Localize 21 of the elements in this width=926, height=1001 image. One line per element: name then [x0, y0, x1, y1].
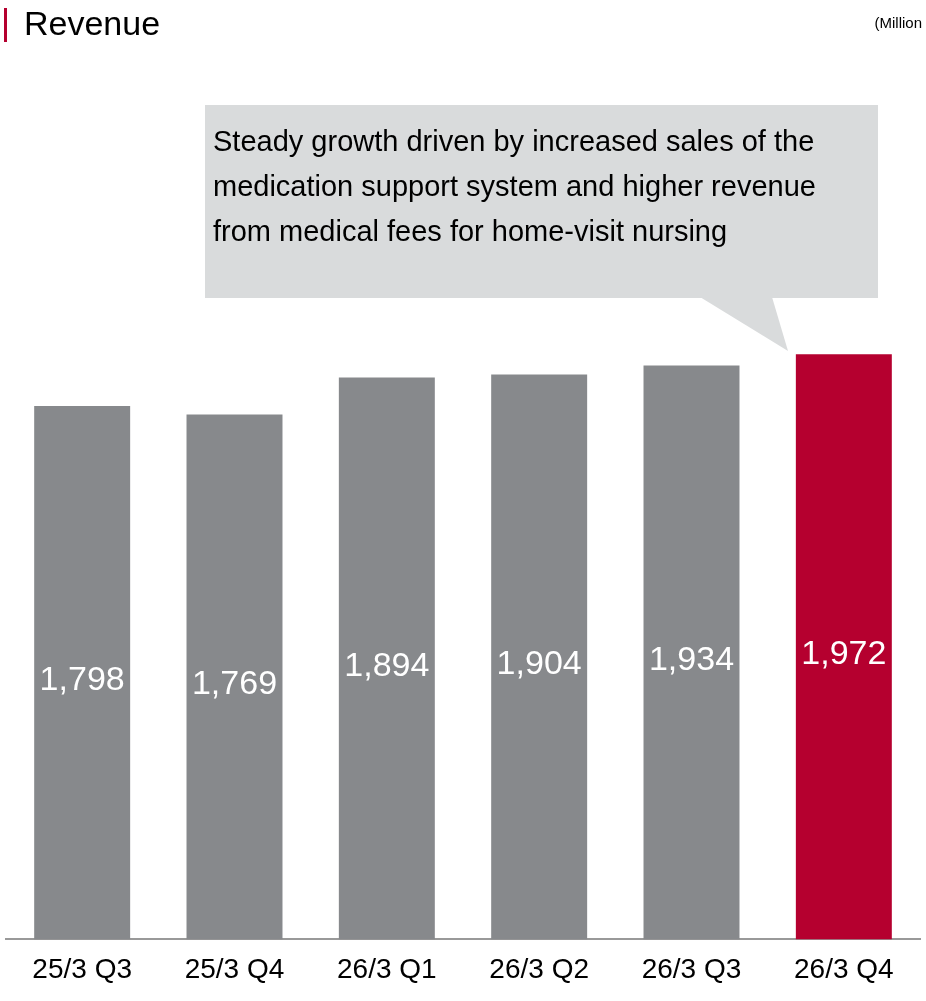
- x-tick-label: 26/3 Q1: [337, 952, 437, 984]
- data-label: 1,934: [648, 638, 735, 677]
- x-tick-label: 25/3 Q4: [184, 952, 285, 984]
- text: Steady growth driven by increased sales of the medication support system and higher revenue from medical fees for home-visit nursing: [205, 105, 878, 298]
- data-label: 1,798: [39, 659, 125, 698]
- data-label: 1,972: [801, 633, 887, 672]
- text: (Million: [874, 14, 922, 31]
- bar: [338, 377, 435, 940]
- data-label: 1,769: [191, 663, 278, 702]
- data-label: 1,904: [496, 643, 582, 682]
- x-tick-label: 26/3 Q3: [641, 952, 742, 984]
- bar: [491, 374, 588, 940]
- chart-title: Revenue: [24, 4, 161, 43]
- x-tick-label: 25/3 Q3: [32, 952, 132, 984]
- bar: [34, 405, 131, 940]
- bar: [186, 414, 283, 940]
- x-tick-label: 26/3 Q2: [489, 952, 589, 984]
- x-tick-label: 26/3 Q4: [794, 952, 894, 984]
- bar: [643, 365, 740, 940]
- bar: [795, 354, 892, 940]
- data-label: 1,894: [344, 644, 430, 683]
